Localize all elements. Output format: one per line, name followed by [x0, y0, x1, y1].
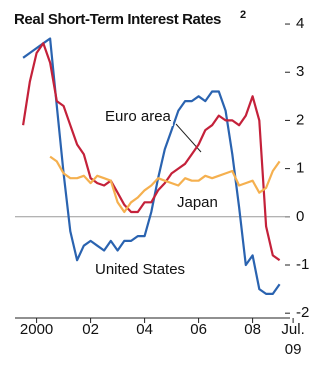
y-tick-label: 2 — [296, 111, 304, 128]
chart-title: Real Short-Term Interest Rates — [14, 11, 221, 28]
series-label: Japan — [177, 194, 218, 211]
x-tick-label: 08 — [244, 321, 261, 338]
series-line — [22, 37, 281, 295]
x-tick-label: 06 — [190, 321, 207, 338]
y-tick-label: 0 — [296, 208, 304, 225]
x-tick-label: 04 — [136, 321, 153, 338]
x-tick-label: 02 — [82, 321, 99, 338]
x-tick-label: 2000 — [20, 321, 53, 338]
y-tick-label: -2 — [296, 304, 309, 321]
series-label-bg — [93, 261, 188, 279]
series-line — [49, 155, 281, 214]
x-tick-label: Jul. 09 — [281, 321, 304, 358]
series-label: Euro area — [105, 108, 172, 125]
y-tick-label: -1 — [296, 256, 309, 273]
series-label: United States — [95, 261, 185, 278]
y-tick-label: 3 — [296, 63, 304, 80]
y-tick-label: 4 — [296, 15, 304, 32]
series-label-bg — [175, 194, 220, 212]
title-superscript: 2 — [240, 9, 246, 21]
y-tick-label: 1 — [296, 160, 304, 177]
series-label-bg — [103, 108, 173, 126]
series-line — [22, 42, 281, 262]
